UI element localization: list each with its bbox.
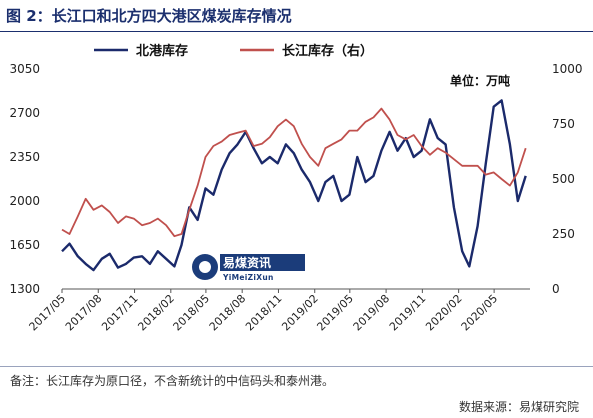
y-left-tick-label: 2000 — [9, 194, 40, 208]
y-right-tick-label: 750 — [552, 117, 575, 131]
x-tick-label: 2018/05 — [171, 292, 213, 334]
legend-label-north: 北港库存 — [136, 43, 188, 59]
y-right-tick-label: 0 — [552, 282, 560, 296]
y-left-tick-label: 2350 — [9, 150, 40, 164]
y-left-tick-label: 1650 — [9, 238, 40, 252]
y-left-tick-label: 1300 — [9, 282, 40, 296]
x-tick-label: 2018/08 — [207, 292, 249, 334]
y-left-tick-label: 3050 — [9, 62, 40, 76]
y-right-tick-label: 1000 — [552, 62, 583, 76]
x-tick-label: 2017/08 — [63, 292, 105, 334]
x-tick-label: 2019/08 — [351, 292, 393, 334]
series-line-changjiang — [61, 107, 527, 238]
x-tick-label: 2017/11 — [99, 292, 141, 334]
legend-label-changjiang: 长江库存（右） — [282, 43, 373, 59]
x-tick-label: 2017/05 — [27, 292, 69, 334]
data-source: 数据来源：易煤研究院 — [458, 400, 579, 414]
watermark-logo: 易煤资讯 YiMeiZiXun — [192, 252, 307, 286]
y-right-tick-label: 250 — [552, 227, 575, 241]
logo-icon — [192, 254, 218, 280]
logo-text-en: YiMeiZiXun — [223, 273, 274, 282]
y-left-tick-label: 2700 — [9, 106, 40, 120]
x-tick-label: 2020/05 — [459, 292, 501, 334]
x-tick-label: 2020/02 — [423, 292, 465, 334]
logo-banner — [220, 254, 305, 271]
unit-label: 单位：万吨 — [450, 73, 510, 88]
x-tick-label: 2018/02 — [135, 292, 177, 334]
footnote: 备注：长江库存为原口径，不含新统计的中信码头和泰州港。 — [10, 374, 335, 388]
note-divider — [0, 366, 593, 367]
figure-title-bar: 图 2：长江口和北方四大港区煤炭库存情况 — [0, 0, 593, 32]
x-tick-label: 2019/11 — [387, 292, 429, 334]
series-line-north — [61, 99, 527, 272]
y-right-tick-label: 500 — [552, 172, 575, 186]
logo-text-cn: 易煤资讯 — [223, 256, 272, 270]
title-divider — [0, 31, 593, 32]
line-chart: 1300 1650 2000 2350 2700 3050 0 250 500 750 1000 20… — [9, 43, 583, 334]
x-tick-label: 2019/02 — [279, 292, 321, 334]
figure-title: 图 2：长江口和北方四大港区煤炭库存情况 — [6, 7, 292, 25]
x-tick-label: 2019/05 — [314, 292, 356, 334]
x-tick-label: 2018/11 — [243, 292, 285, 334]
